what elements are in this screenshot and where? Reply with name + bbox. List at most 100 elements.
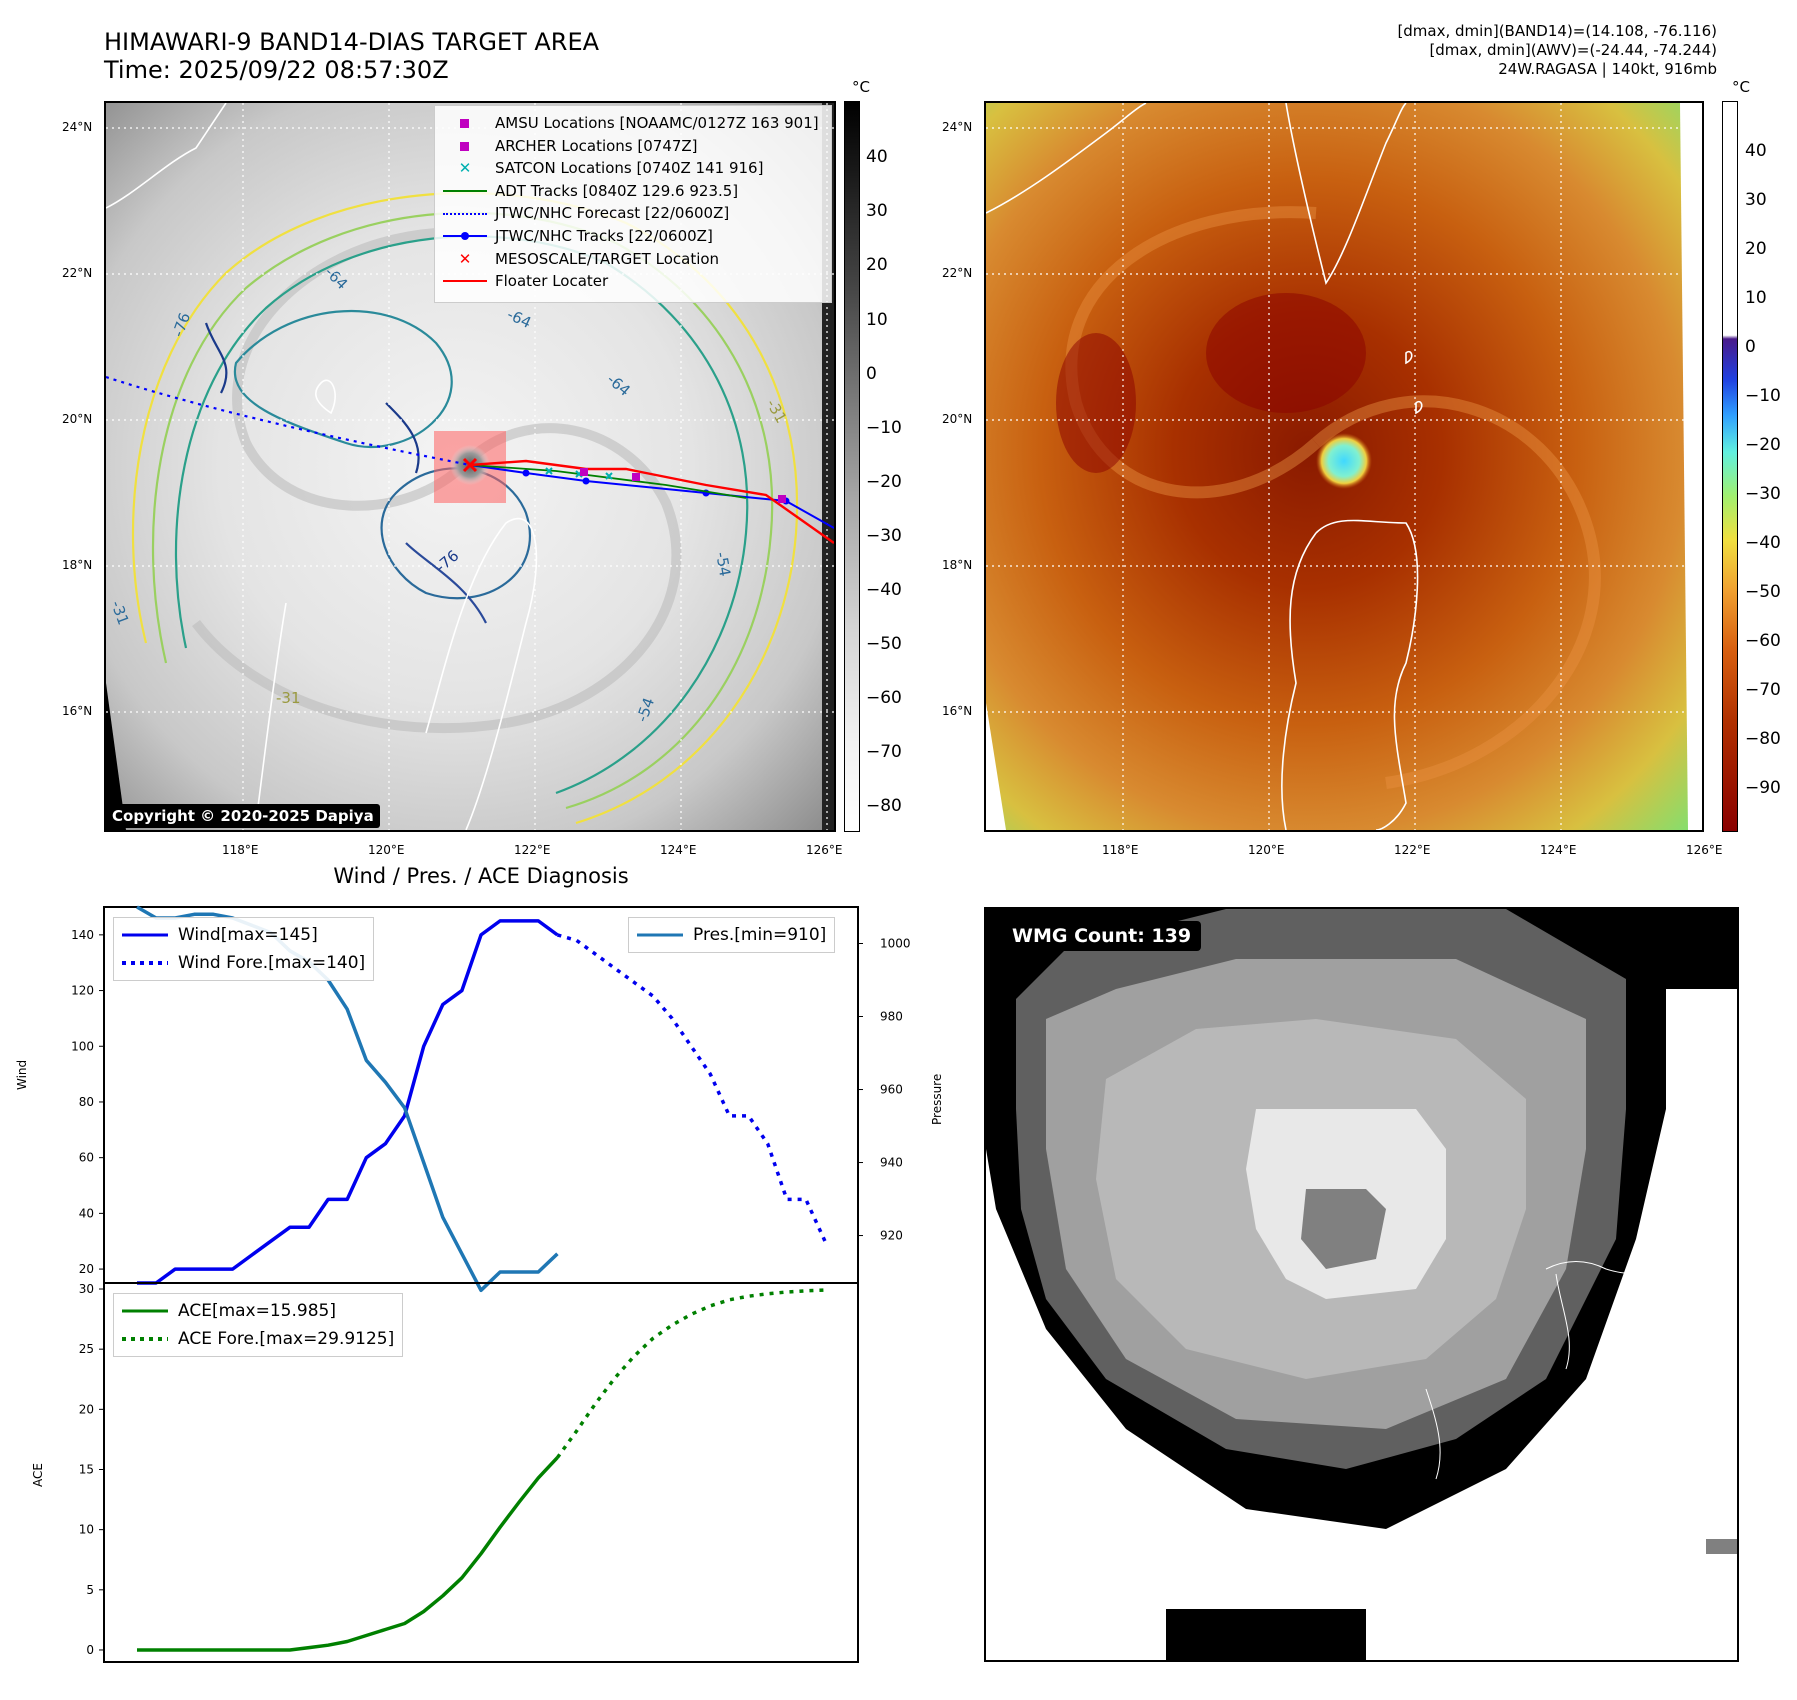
legend-label: MESOSCALE/TARGET Location <box>495 249 720 268</box>
legend-label: ARCHER Locations [0747Z] <box>495 136 698 155</box>
dotted-line-icon <box>122 1337 168 1341</box>
y-tick-label: 25 <box>79 1342 94 1356</box>
colorbar-tick: −40 <box>866 580 902 600</box>
colorbar-tick: 0 <box>866 364 877 384</box>
y-right-tick-label: 1000 <box>880 937 911 951</box>
lat-label: 24°N <box>62 120 93 134</box>
lon-label: 118°E <box>1102 843 1139 857</box>
colorbar-tick: −30 <box>866 526 902 546</box>
colorbar-tick: −40 <box>1745 533 1781 553</box>
y-tick-label: 5 <box>86 1583 94 1597</box>
legend-label: Wind[max=145] <box>178 925 318 945</box>
lat-label: 20°N <box>62 412 93 426</box>
dotted-line-icon <box>443 207 487 221</box>
diagnosis-title: Wind / Pres. / ACE Diagnosis <box>333 864 629 888</box>
legend-label: JTWC/NHC Tracks [22/0600Z] <box>495 226 713 245</box>
colorbar-tick: 10 <box>866 310 888 330</box>
storm-eye <box>1316 433 1372 489</box>
lat-label: 16°N <box>62 704 93 718</box>
wmg-count-badge: WMG Count: 139 <box>1002 921 1202 951</box>
colorbar-tick: −60 <box>866 688 902 708</box>
x-marker-icon: ✕ <box>458 249 472 268</box>
solid-line-icon <box>443 184 487 198</box>
line-dot-icon <box>443 229 487 243</box>
lon-label: 120°E <box>1248 843 1285 857</box>
legend-label: Wind Fore.[max=140] <box>178 953 366 973</box>
legend-label: ACE Fore.[max=29.9125] <box>178 1329 395 1349</box>
legend-label: Pres.[min=910] <box>693 925 827 945</box>
info-line-3: 24W.RAGASA | 140kt, 916mb <box>1498 60 1717 78</box>
legend-label: JTWC/NHC Forecast [22/0600Z] <box>495 204 730 223</box>
map-grid <box>986 103 1702 830</box>
y-right-tick-label: 920 <box>880 1229 903 1243</box>
colorbar-tick: −50 <box>1745 582 1781 602</box>
colorbar-tick: −70 <box>1745 680 1781 700</box>
coastlines <box>986 103 1423 830</box>
colorbar-tick: −10 <box>1745 386 1781 406</box>
y-right-tick-label: 980 <box>880 1010 903 1024</box>
no-data-right <box>1680 103 1702 830</box>
info-line-1: [dmax, dmin](BAND14)=(14.108, -76.116) <box>1397 22 1717 40</box>
colorbar-tick: −20 <box>1745 435 1781 455</box>
colorbar-tick: −10 <box>866 418 902 438</box>
legend-row-pressure: Pres.[min=910] <box>637 921 826 949</box>
pressure-legend: Pres.[min=910] <box>628 917 836 953</box>
wmg-coastlines <box>1425 1261 1677 1480</box>
title-line-2: Time: 2025/09/22 08:57:30Z <box>104 56 449 84</box>
color-colorbar-unit: °C <box>1732 78 1750 96</box>
lon-label: 124°E <box>660 843 697 857</box>
y-tick-label: 120 <box>71 984 94 998</box>
legend-label: AMSU Locations [NOAAMC/0127Z 163 901] <box>495 114 819 132</box>
colorbar-tick: 0 <box>1745 337 1756 357</box>
solid-line-icon <box>637 933 683 937</box>
ir-map-legend: AMSU Locations [NOAAMC/0127Z 163 901] AR… <box>434 105 832 303</box>
legend-row-jtwc-tracks: JTWC/NHC Tracks [22/0600Z] <box>443 225 823 248</box>
copyright-badge: Copyright © 2020-2025 Dapiya <box>106 804 380 828</box>
lat-label: 20°N <box>942 412 973 426</box>
y-tick-label: 80 <box>79 1095 94 1109</box>
legend-row-wind: Wind[max=145] <box>122 921 365 949</box>
wmg-image <box>986 909 1737 1660</box>
wmg-fragment <box>1166 1609 1366 1660</box>
colorbar-tick: 30 <box>866 201 888 221</box>
y-tick-label: 0 <box>86 1643 94 1657</box>
cold-spot <box>1056 333 1136 473</box>
ir-colorbar-unit: °C <box>852 78 870 96</box>
colorbar-tick: −90 <box>1745 778 1781 798</box>
amsu-markers <box>580 468 786 503</box>
contour-label: -54 <box>712 551 734 578</box>
legend-row-ace: ACE[max=15.985] <box>122 1297 394 1325</box>
map-title: HIMAWARI-9 BAND14-DIAS TARGET AREA Time:… <box>104 28 599 84</box>
colorbar-tick: −70 <box>866 742 902 762</box>
coastlines <box>106 103 538 830</box>
lon-label: 122°E <box>514 843 551 857</box>
colorbar-tick: −20 <box>866 472 902 492</box>
y-right-tick-label: 960 <box>880 1083 903 1097</box>
legend-row-jtwc-forecast: JTWC/NHC Forecast [22/0600Z] <box>443 202 823 225</box>
info-line-2: [dmax, dmin](AWV)=(-24.44, -74.244) <box>1429 41 1717 59</box>
series-line <box>555 1288 826 1459</box>
y-tick-label: 10 <box>79 1523 94 1537</box>
lat-label: 16°N <box>942 704 973 718</box>
x-marker-icon: ✕ <box>458 159 472 178</box>
contour-label: -31 <box>276 689 301 707</box>
wmg-white-right <box>1676 989 1737 1289</box>
lon-label: 126°E <box>1686 843 1723 857</box>
solid-line-icon <box>122 933 168 937</box>
lon-label: 118°E <box>222 843 259 857</box>
legend-label: Floater Locater <box>495 272 609 291</box>
storm-info: [dmax, dmin](BAND14)=(14.108, -76.116) [… <box>1397 22 1717 79</box>
legend-row-adt: ADT Tracks [0840Z 129.6 923.5] <box>443 180 823 203</box>
colorbar-tick: 40 <box>866 147 888 167</box>
ace-axis-label: ACE <box>31 1463 45 1487</box>
legend-label: ACE[max=15.985] <box>178 1301 336 1321</box>
lat-label: 18°N <box>942 558 973 572</box>
color-map-image <box>986 103 1702 830</box>
colorbar-tick: 30 <box>1745 190 1767 210</box>
pressure-axis-label: Pressure <box>930 1073 944 1125</box>
colorbar-tick: 20 <box>1745 239 1767 259</box>
legend-label: ADT Tracks [0840Z 129.6 923.5] <box>495 181 739 200</box>
legend-row-archer: ARCHER Locations [0747Z] <box>443 135 823 158</box>
y-right-tick-label: 940 <box>880 1156 903 1170</box>
series-line <box>137 1456 559 1652</box>
